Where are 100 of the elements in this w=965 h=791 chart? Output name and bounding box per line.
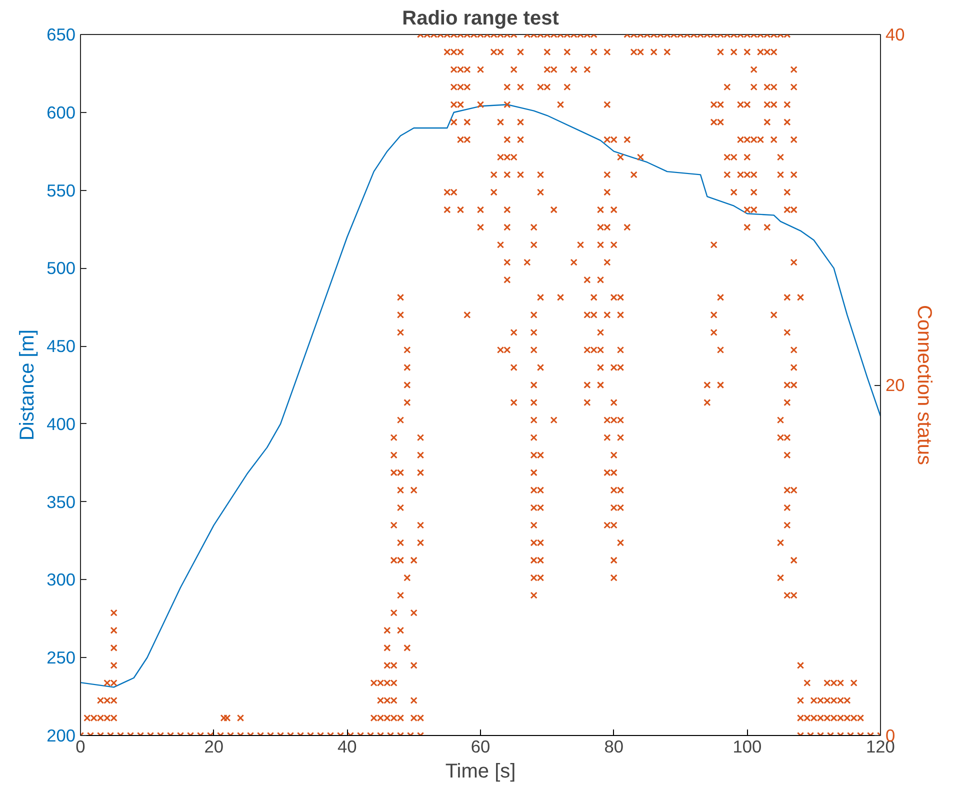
point bbox=[776, 416, 784, 424]
point bbox=[850, 679, 858, 687]
point bbox=[410, 609, 418, 616]
point bbox=[744, 154, 751, 161]
point bbox=[716, 381, 724, 389]
point bbox=[630, 171, 638, 178]
point bbox=[236, 714, 244, 722]
point bbox=[710, 311, 718, 318]
point bbox=[650, 48, 658, 56]
point bbox=[796, 294, 804, 301]
point bbox=[784, 452, 791, 459]
point bbox=[596, 206, 604, 214]
y2-tick-label: 40 bbox=[886, 24, 905, 44]
point bbox=[110, 662, 118, 669]
point bbox=[576, 241, 584, 248]
y-tick-label: 350 bbox=[46, 492, 76, 512]
point bbox=[564, 48, 571, 56]
point bbox=[510, 66, 518, 74]
y-tick-label: 550 bbox=[46, 180, 76, 200]
point bbox=[584, 66, 591, 74]
y-tick-label: 400 bbox=[46, 414, 76, 434]
point bbox=[784, 398, 791, 406]
x-axis-title: Time [s] bbox=[445, 760, 516, 782]
point bbox=[416, 539, 424, 546]
point bbox=[596, 364, 604, 372]
point bbox=[616, 154, 624, 161]
point bbox=[790, 66, 798, 74]
point bbox=[596, 276, 604, 284]
point bbox=[530, 469, 538, 476]
point bbox=[516, 48, 524, 56]
y-tick-label: 300 bbox=[46, 570, 76, 590]
point bbox=[790, 364, 798, 372]
point bbox=[784, 522, 791, 529]
point bbox=[790, 171, 798, 178]
point bbox=[476, 66, 484, 74]
point bbox=[390, 522, 398, 529]
point bbox=[610, 574, 618, 582]
point bbox=[220, 714, 228, 722]
point bbox=[390, 434, 398, 442]
point bbox=[604, 258, 611, 266]
point bbox=[504, 224, 511, 231]
point bbox=[724, 83, 731, 91]
point bbox=[536, 364, 544, 372]
x-tick-label: 80 bbox=[604, 736, 624, 756]
point bbox=[496, 241, 504, 248]
point bbox=[444, 206, 451, 214]
point bbox=[110, 609, 118, 616]
point bbox=[456, 206, 464, 214]
point bbox=[750, 66, 758, 74]
point bbox=[390, 609, 398, 616]
point bbox=[504, 83, 511, 91]
point bbox=[410, 696, 418, 704]
point bbox=[790, 258, 798, 266]
point bbox=[404, 574, 411, 582]
point bbox=[404, 381, 411, 389]
point bbox=[510, 328, 518, 336]
point bbox=[416, 452, 424, 459]
point bbox=[590, 294, 598, 301]
point bbox=[804, 679, 811, 687]
point bbox=[796, 662, 804, 669]
point bbox=[530, 416, 538, 424]
point bbox=[530, 522, 538, 529]
point bbox=[396, 416, 404, 424]
x-tick-label: 40 bbox=[338, 736, 357, 756]
point bbox=[390, 452, 398, 459]
point bbox=[504, 258, 511, 266]
y-tick-label: 250 bbox=[46, 648, 76, 668]
y-tick-label: 200 bbox=[46, 726, 76, 746]
point bbox=[784, 504, 791, 512]
line-series bbox=[80, 104, 880, 688]
point bbox=[596, 241, 604, 248]
point bbox=[610, 206, 618, 214]
point bbox=[516, 136, 524, 144]
point bbox=[604, 48, 611, 56]
point bbox=[404, 346, 411, 354]
point bbox=[790, 136, 798, 144]
point bbox=[790, 83, 798, 91]
point bbox=[516, 171, 524, 178]
point bbox=[504, 171, 511, 178]
point bbox=[536, 188, 544, 196]
point bbox=[764, 224, 771, 231]
point bbox=[510, 364, 518, 372]
point bbox=[530, 328, 538, 336]
point bbox=[704, 381, 711, 389]
point bbox=[564, 83, 571, 91]
point bbox=[750, 83, 758, 91]
point bbox=[744, 224, 751, 231]
x-tick-label: 60 bbox=[470, 736, 490, 756]
point bbox=[776, 154, 784, 161]
point bbox=[764, 118, 771, 126]
y-tick-label: 650 bbox=[46, 24, 76, 44]
point bbox=[610, 398, 618, 406]
point bbox=[604, 101, 611, 108]
point bbox=[624, 136, 631, 144]
point bbox=[450, 118, 458, 126]
point bbox=[530, 434, 538, 442]
point bbox=[396, 626, 404, 634]
point bbox=[476, 101, 484, 108]
point bbox=[570, 258, 578, 266]
point bbox=[604, 434, 611, 442]
